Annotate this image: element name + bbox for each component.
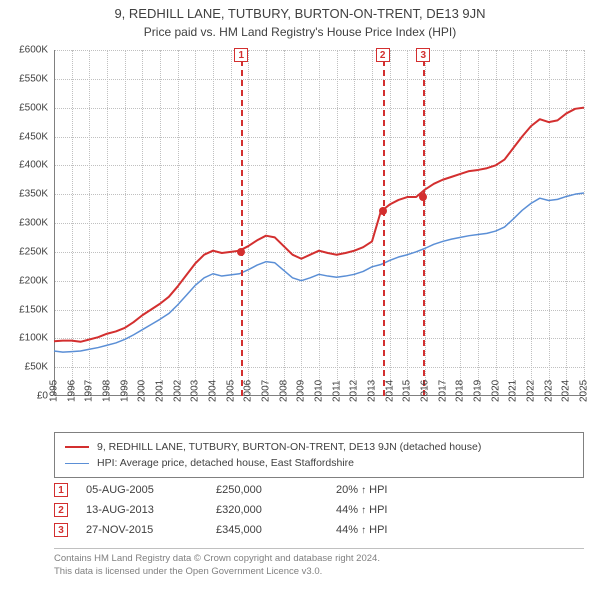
sales-row: 1 05-AUG-2005£250,00020% ↑ HPI <box>54 480 584 500</box>
sale-marker-box: 2 <box>376 48 390 62</box>
x-tick-label: 2010 <box>314 380 325 402</box>
sales-row-marker: 3 <box>54 523 68 537</box>
x-tick-label: 2014 <box>384 380 395 402</box>
sales-row-pct: 44% ↑ HPI <box>336 504 426 516</box>
x-tick-label: 1995 <box>49 380 60 402</box>
sales-row-pct: 44% ↑ HPI <box>336 524 426 536</box>
x-tick-label: 2019 <box>473 380 484 402</box>
x-tick-label: 2006 <box>243 380 254 402</box>
footer-line1: Contains HM Land Registry data © Crown c… <box>54 553 584 566</box>
x-tick-label: 2018 <box>455 380 466 402</box>
y-tick-label: £450K <box>0 131 48 142</box>
legend-swatch <box>65 463 89 464</box>
legend-row: 9, REDHILL LANE, TUTBURY, BURTON-ON-TREN… <box>65 439 573 455</box>
x-tick-label: 2008 <box>278 380 289 402</box>
x-tick-label: 2012 <box>349 380 360 402</box>
sales-row-price: £320,000 <box>216 504 336 516</box>
sale-marker-line <box>423 50 425 396</box>
legend-label: 9, REDHILL LANE, TUTBURY, BURTON-ON-TREN… <box>97 441 481 453</box>
sales-row-date: 27-NOV-2015 <box>86 524 216 536</box>
series-property <box>54 108 584 342</box>
y-tick-label: £50K <box>0 362 48 373</box>
x-tick-label: 2004 <box>208 380 219 402</box>
x-tick-label: 2007 <box>261 380 272 402</box>
legend-row: HPI: Average price, detached house, East… <box>65 455 573 471</box>
x-tick-label: 2015 <box>402 380 413 402</box>
x-tick-label: 2002 <box>172 380 183 402</box>
x-tick-label: 1996 <box>66 380 77 402</box>
y-tick-label: £600K <box>0 45 48 56</box>
x-tick-label: 2016 <box>420 380 431 402</box>
legend-label: HPI: Average price, detached house, East… <box>97 457 354 469</box>
arrow-up-icon: ↑ <box>361 485 366 496</box>
y-tick-label: £150K <box>0 304 48 315</box>
sale-dot <box>379 207 387 215</box>
y-tick-label: £100K <box>0 333 48 344</box>
x-tick-label: 2001 <box>155 380 166 402</box>
y-tick-label: £300K <box>0 218 48 229</box>
y-tick-label: £550K <box>0 73 48 84</box>
legend: 9, REDHILL LANE, TUTBURY, BURTON-ON-TREN… <box>54 432 584 478</box>
sale-marker-box: 3 <box>416 48 430 62</box>
sale-marker-box: 1 <box>234 48 248 62</box>
x-tick-label: 2024 <box>561 380 572 402</box>
sales-row: 3 27-NOV-2015£345,00044% ↑ HPI <box>54 520 584 540</box>
sale-dot <box>237 248 245 256</box>
sales-row-date: 13-AUG-2013 <box>86 504 216 516</box>
x-tick-label: 2013 <box>367 380 378 402</box>
series-hpi <box>54 193 584 352</box>
x-tick-label: 2021 <box>508 380 519 402</box>
x-tick-label: 1998 <box>102 380 113 402</box>
series-lines <box>54 50 584 396</box>
sales-row-marker: 2 <box>54 503 68 517</box>
sales-row-date: 05-AUG-2005 <box>86 484 216 496</box>
sales-row-price: £250,000 <box>216 484 336 496</box>
x-tick-label: 2025 <box>579 380 590 402</box>
sales-row-price: £345,000 <box>216 524 336 536</box>
x-tick-label: 2023 <box>543 380 554 402</box>
y-tick-label: £250K <box>0 246 48 257</box>
chart-area: 123 £0£50K£100K£150K£200K£250K£300K£350K… <box>54 50 584 396</box>
x-tick-label: 2009 <box>296 380 307 402</box>
sale-marker-line <box>383 50 385 396</box>
x-tick-label: 2020 <box>490 380 501 402</box>
gridline-v <box>584 50 585 396</box>
footer: Contains HM Land Registry data © Crown c… <box>54 548 584 579</box>
chart-container: 9, REDHILL LANE, TUTBURY, BURTON-ON-TREN… <box>0 0 600 590</box>
x-tick-label: 2011 <box>331 380 342 402</box>
title-address: 9, REDHILL LANE, TUTBURY, BURTON-ON-TREN… <box>0 6 600 21</box>
title-subtitle: Price paid vs. HM Land Registry's House … <box>0 25 600 39</box>
y-tick-label: £200K <box>0 275 48 286</box>
y-tick-label: £350K <box>0 189 48 200</box>
x-tick-label: 2000 <box>137 380 148 402</box>
sales-table: 1 05-AUG-2005£250,00020% ↑ HPI 2 13-AUG-201… <box>54 480 584 540</box>
arrow-up-icon: ↑ <box>361 525 366 536</box>
y-tick-label: £0 <box>0 391 48 402</box>
sale-marker-line <box>241 50 243 396</box>
sales-row-pct: 20% ↑ HPI <box>336 484 426 496</box>
sales-row: 2 13-AUG-2013£320,00044% ↑ HPI <box>54 500 584 520</box>
sale-dot <box>419 193 427 201</box>
title-block: 9, REDHILL LANE, TUTBURY, BURTON-ON-TREN… <box>0 0 600 43</box>
x-tick-label: 2005 <box>225 380 236 402</box>
y-tick-label: £400K <box>0 160 48 171</box>
x-tick-label: 2022 <box>526 380 537 402</box>
arrow-up-icon: ↑ <box>361 505 366 516</box>
y-tick-label: £500K <box>0 102 48 113</box>
footer-line2: This data is licensed under the Open Gov… <box>54 566 584 579</box>
x-tick-label: 1999 <box>119 380 130 402</box>
x-tick-label: 1997 <box>84 380 95 402</box>
legend-swatch <box>65 446 89 448</box>
x-tick-label: 2003 <box>190 380 201 402</box>
x-tick-label: 2017 <box>437 380 448 402</box>
sales-row-marker: 1 <box>54 483 68 497</box>
